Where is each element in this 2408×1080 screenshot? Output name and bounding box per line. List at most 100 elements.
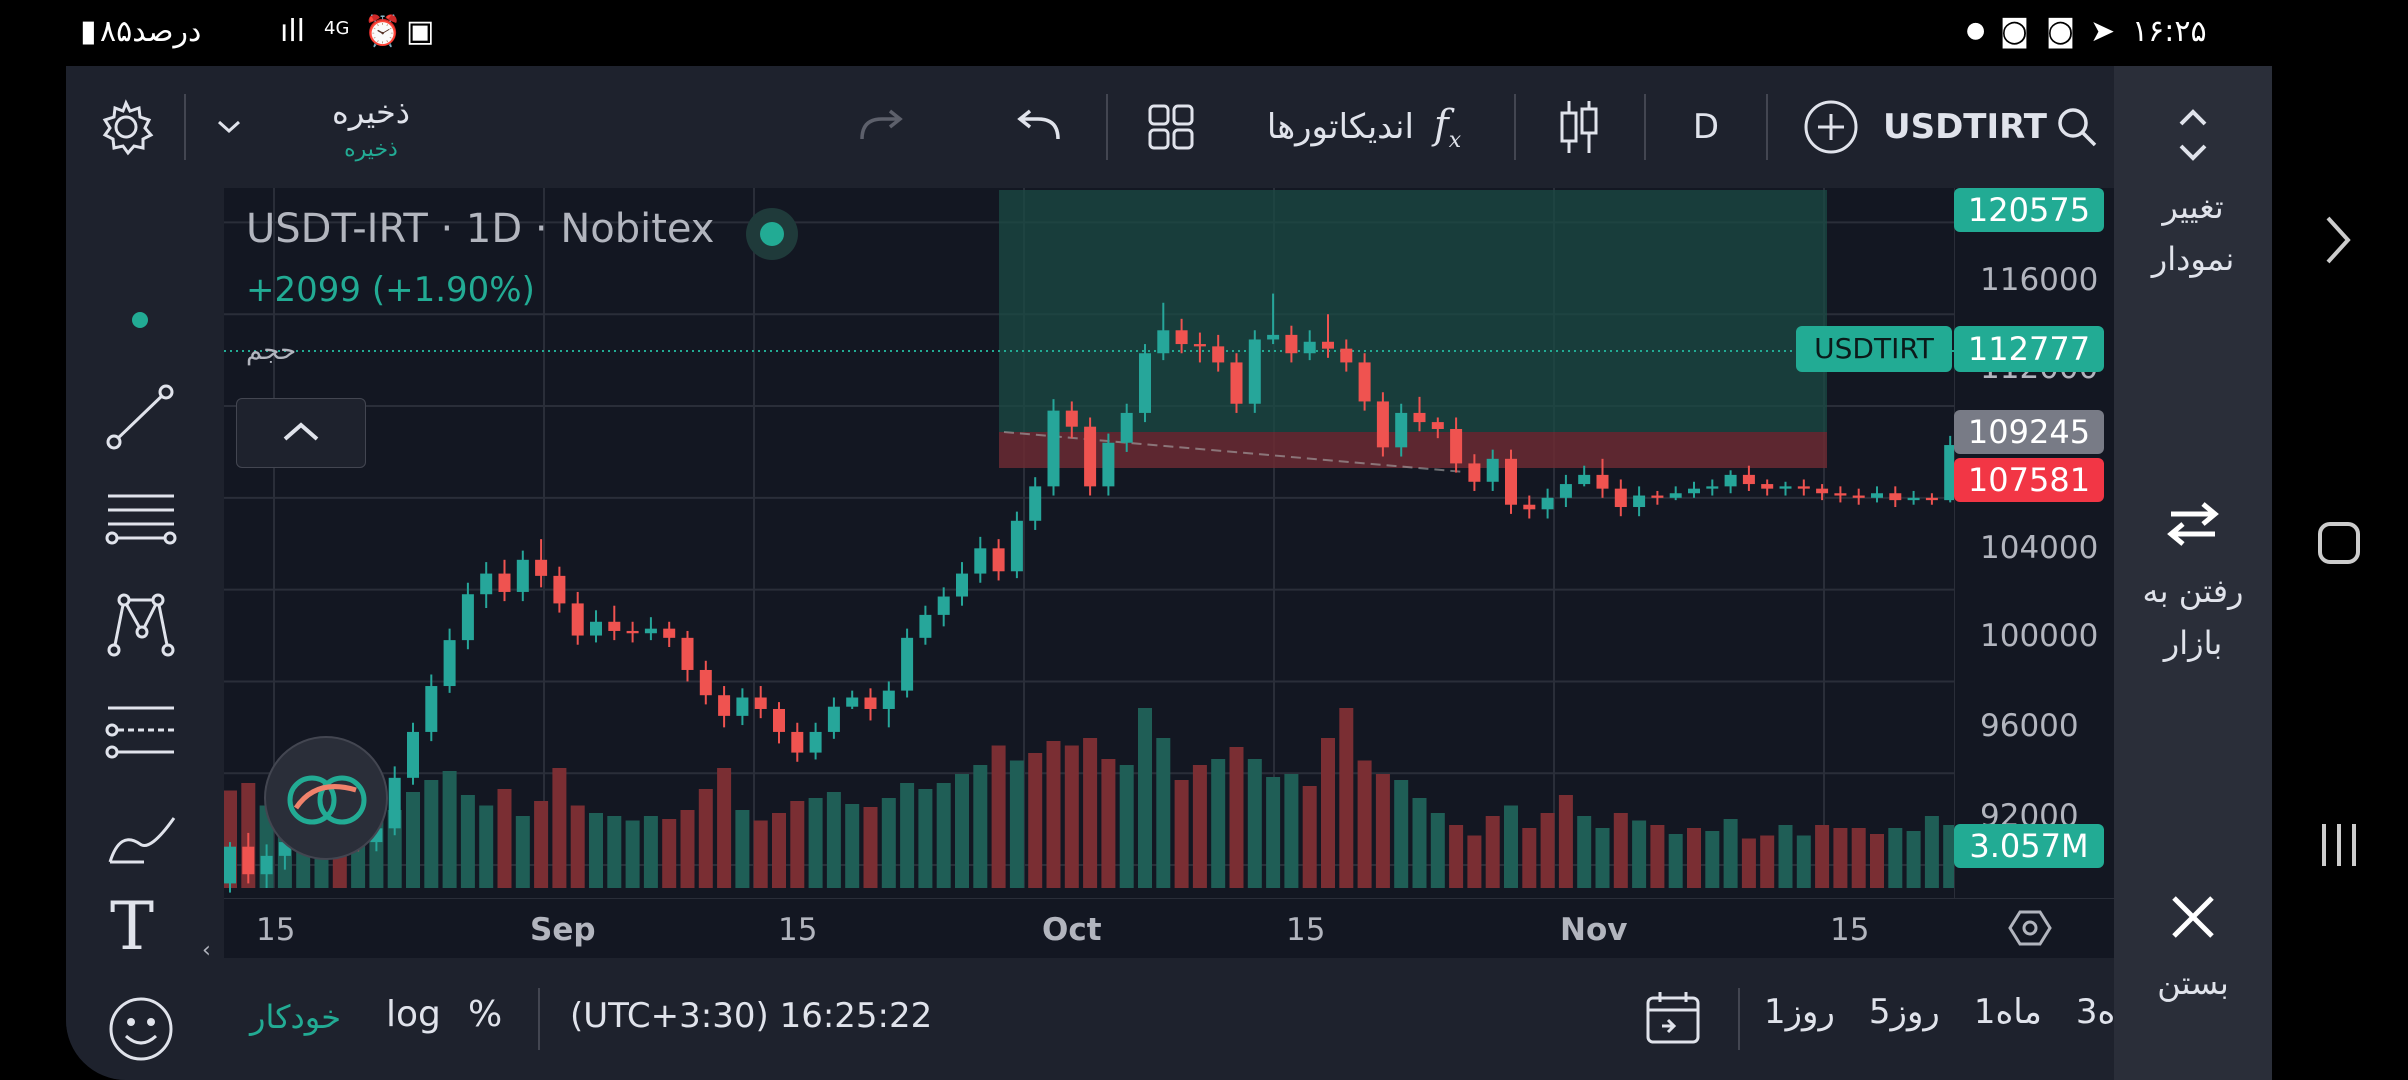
volume-bar [1613,813,1628,888]
percent-scale-button[interactable]: % [468,994,503,1035]
text-tool-icon[interactable]: T [110,888,155,965]
candle-body [1157,330,1170,354]
signal-icon: ıll [280,14,306,49]
volume-bar [1906,831,1921,888]
undo-icon[interactable] [994,66,1084,188]
volume-bar [534,801,549,888]
volume-bar [845,804,860,888]
volume-bar [1174,780,1189,888]
redo-icon[interactable] [836,66,926,188]
save-button[interactable]: ذخیره ذخیره [286,66,456,188]
add-symbol-plus-icon[interactable] [1786,66,1876,188]
change-chart-button[interactable]: تغییر نمودار [2114,106,2272,285]
emoji-icon[interactable] [106,994,176,1064]
volume-bar [1668,834,1683,888]
volume-bar [570,805,585,888]
candle-body [388,777,401,829]
candle-body [1889,493,1902,501]
brush-icon[interactable] [104,800,184,874]
timezone-clock[interactable]: (UTC+3:30) 16:25:22 [570,996,933,1036]
candle-body [1450,428,1463,464]
volume-bar [936,783,951,888]
layout-grid-icon[interactable] [1126,66,1216,188]
home-nav-icon[interactable] [2316,520,2362,570]
swap-vertical-icon [2179,109,2207,161]
candle-body [1761,484,1774,489]
time-axis[interactable] [224,898,2114,959]
time-tick: Oct [1042,912,1102,948]
interval-button[interactable]: D [1692,107,1720,147]
collapse-legend-button[interactable] [236,398,366,468]
cursor-dot-icon[interactable] [132,312,148,328]
volume-bar [1705,831,1720,888]
symbol-search-button[interactable]: USDTIRT [1876,66,2106,188]
collapse-toolbar-icon[interactable]: ‹ [202,938,211,963]
candle-body [608,621,621,631]
chart-type-fab[interactable] [264,736,388,860]
volume-bar [552,768,567,888]
price-tick: 96000 [1980,708,2079,744]
candle-body [718,695,731,716]
recents-nav-icon[interactable] [2316,820,2362,874]
volume-bar [1266,777,1281,888]
candle-body [553,575,566,604]
forecast-icon[interactable] [104,694,178,768]
clock: ۱۶:۲۵ [2132,14,2207,49]
candle-body [937,596,950,615]
candle-body [516,559,529,592]
candle-body [1267,334,1280,340]
close-button[interactable]: بستن [2114,892,2272,1009]
symbol-price-label: USDTIRT [1796,326,1952,372]
volume-bar [1595,828,1610,888]
candle-body [1559,484,1572,498]
volume-bar [735,810,750,888]
price-badge-current: 112777 [1954,326,2104,372]
candle-body [1578,474,1591,485]
go-to-market-button[interactable]: رفتن به بازار [2114,500,2272,669]
top-toolbar: ذخیره ذخیره اندیکاتورها fx D USDTIRT [66,66,2114,188]
chart-style-candles-icon[interactable] [1534,66,1624,188]
range-1m[interactable]: 1ماه [1973,992,2042,1032]
indicators-button[interactable]: اندیکاتورها fx [1234,66,1494,188]
price-chart[interactable] [224,188,2114,958]
settings-gear-icon[interactable] [86,66,166,188]
volume-legend: حجم [246,336,297,366]
volume-bar [1723,819,1738,888]
candle-body [571,603,584,636]
volume-bar [406,792,420,888]
candle-body [480,573,493,595]
price-badge-red: 107581 [1954,458,2104,502]
volume-bar [790,801,805,888]
candle-body [1468,463,1481,482]
auto-scale-button[interactable]: خودکار [250,998,341,1036]
save-dropdown-chevron-icon[interactable] [204,66,254,188]
range-1d[interactable]: 1روز [1764,992,1835,1032]
back-nav-icon[interactable] [2318,210,2358,274]
candle-body [1724,474,1737,487]
pattern-icon[interactable] [104,588,178,662]
volume-bar [1540,813,1555,888]
candle-body [663,628,676,638]
trend-line-icon[interactable] [104,380,178,454]
volume-bar [1192,765,1207,888]
volume-bar [1522,828,1537,888]
save-sublabel: ذخیره [344,136,398,162]
axis-settings-icon[interactable] [2008,906,2052,950]
chart-pane[interactable]: USDT-IRT · 1D · Nobitex +2099 (+1.90%) ح… [224,188,2115,959]
candle-body [1065,410,1078,427]
candle-body [1596,474,1609,489]
volume-bar [625,820,640,888]
candle-body [1212,346,1225,363]
candle-body [1376,401,1389,448]
goto-date-calendar-icon[interactable] [1644,988,1704,1048]
function-fx-icon: fx [1433,101,1462,153]
candle-body [535,559,548,576]
candle-body [1029,486,1042,521]
candle-body [846,697,859,707]
candle-body [773,708,785,732]
candle-body [791,731,804,753]
fib-lines-icon[interactable] [104,486,178,550]
range-5d[interactable]: 5روز [1868,992,1940,1032]
volume-bar [1851,828,1866,888]
log-scale-button[interactable]: log [386,994,441,1035]
